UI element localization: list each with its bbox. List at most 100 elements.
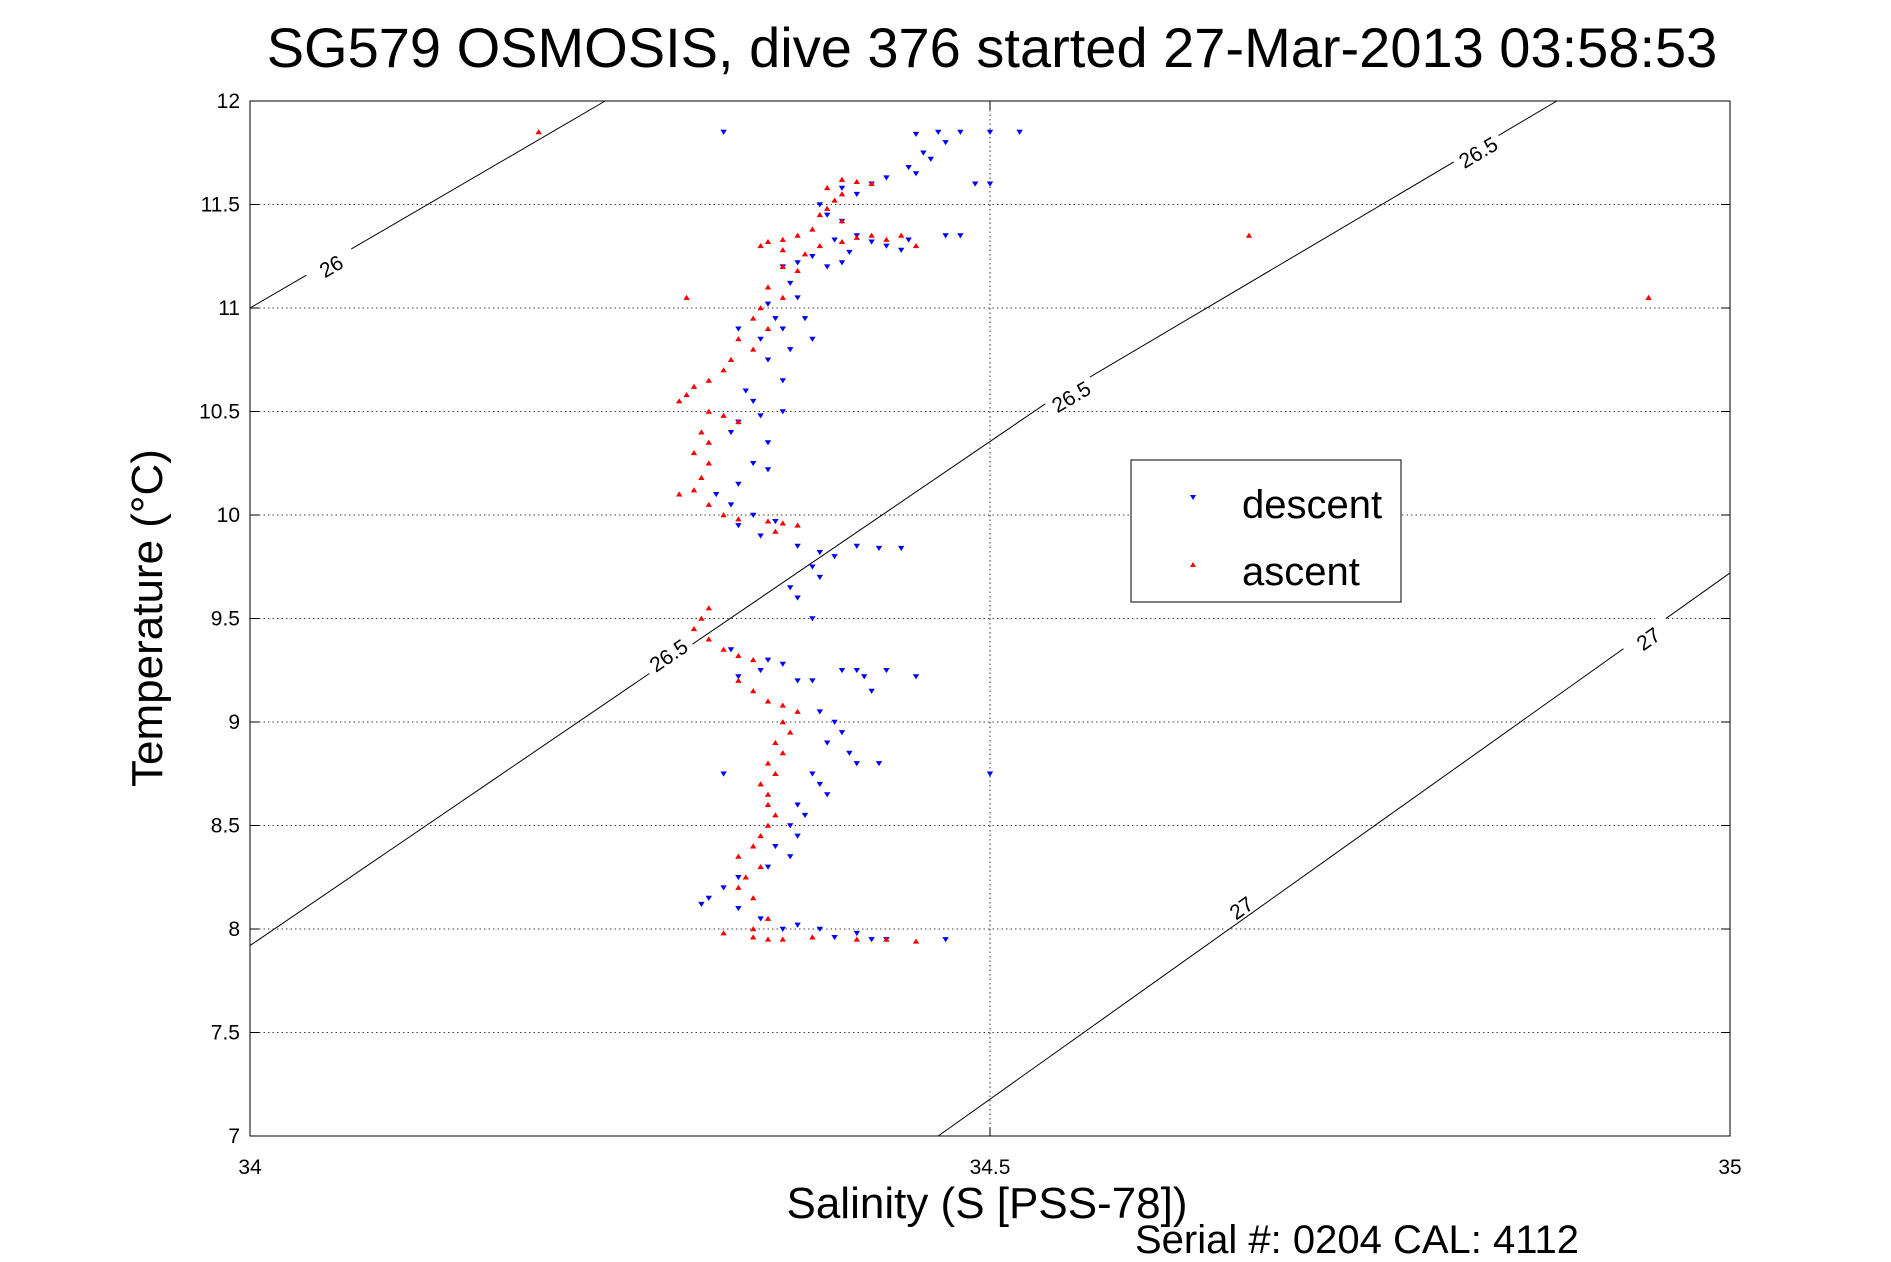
ascent-point — [683, 294, 690, 300]
descent-point — [757, 533, 764, 539]
descent-point — [742, 388, 749, 394]
descent-point — [794, 543, 801, 549]
ascent-point — [764, 936, 772, 942]
descent-point — [720, 885, 727, 891]
ascent-point — [735, 336, 742, 342]
ascent-point — [735, 652, 742, 658]
descent-point — [764, 467, 772, 473]
descent-point — [764, 357, 772, 363]
descent-point — [920, 150, 927, 156]
descent-point — [779, 326, 786, 332]
descent-point — [698, 901, 705, 908]
ascent-point — [764, 760, 772, 766]
ascent-point — [535, 129, 542, 135]
descent-point — [883, 668, 890, 674]
descent-point — [735, 674, 742, 680]
ascent-point — [735, 418, 742, 425]
contour-label-background — [1212, 882, 1269, 931]
ascent-point — [816, 243, 823, 249]
descent-point — [727, 429, 735, 436]
y-tick-label: 12 — [217, 90, 240, 113]
descent-point — [986, 771, 994, 777]
y-axis-label: Temperature (°C) — [123, 449, 172, 787]
descent-point — [912, 131, 920, 137]
ascent-point — [779, 247, 786, 253]
ascent-point — [779, 294, 786, 300]
ascent-point — [705, 501, 712, 507]
ascent-point — [779, 263, 786, 269]
ascent-point — [883, 936, 890, 942]
contour-label-background — [640, 630, 696, 678]
descent-point — [831, 554, 838, 560]
descent-point — [735, 523, 742, 529]
descent-point — [735, 906, 742, 912]
ascent-point — [735, 516, 742, 522]
descent-point — [809, 254, 816, 260]
contour-label-background — [302, 242, 359, 288]
legend-box — [1130, 459, 1402, 603]
y-tick-label: 9 — [228, 711, 240, 734]
descent-point — [942, 233, 949, 239]
ascent-point — [816, 211, 823, 218]
descent-point — [764, 864, 772, 870]
ascent-point — [750, 926, 757, 932]
descent-point — [935, 129, 942, 135]
descent-point — [816, 550, 823, 556]
ascent-point — [750, 315, 757, 321]
y-tick-label: 10 — [217, 504, 240, 527]
y-tick-label: 8 — [228, 918, 240, 941]
chart-title: SG579 OSMOSIS, dive 376 started 27-Mar-2… — [267, 16, 1718, 79]
ascent-point — [794, 232, 801, 238]
ascent-point — [794, 267, 801, 273]
descent-point — [705, 895, 712, 901]
descent-point — [757, 916, 764, 922]
ascent-point — [772, 739, 779, 745]
legend-ascent-marker — [1190, 562, 1196, 567]
ascent-point — [764, 518, 772, 524]
ascent-point — [705, 439, 712, 445]
ascent-point — [831, 197, 838, 203]
ascent-point — [735, 884, 742, 890]
descent-point — [750, 512, 757, 518]
ascent-point — [735, 677, 742, 683]
ascent-point — [779, 750, 786, 756]
descent-point — [809, 616, 816, 622]
descent-point — [942, 140, 949, 146]
descent-point — [735, 481, 742, 487]
ascent-point — [764, 801, 772, 808]
contour-label-background — [1042, 372, 1099, 418]
descent-point — [794, 922, 801, 928]
legend-descent-label: descent — [1242, 483, 1382, 527]
descent-point — [824, 792, 831, 798]
ascent-point — [794, 708, 801, 714]
descent-point — [816, 202, 823, 208]
ascent-point — [1245, 232, 1253, 238]
ascent-point — [764, 822, 772, 828]
ascent-point — [705, 636, 712, 642]
ascent-point — [757, 781, 764, 787]
ascent-point — [853, 178, 860, 184]
grid-lines — [250, 101, 1730, 1136]
descent-point — [898, 247, 905, 253]
descent-point — [883, 175, 890, 181]
ascent-point — [838, 238, 846, 244]
ascent-point — [757, 243, 764, 249]
serial-cal-footer: Serial #: 0204 CAL: 4112 — [1135, 1218, 1579, 1262]
ascent-point — [720, 412, 727, 418]
ascent-point — [1645, 294, 1652, 300]
ascent-point — [698, 615, 705, 621]
descent-point — [875, 761, 883, 767]
ascent-point — [764, 238, 772, 244]
ascent-point — [809, 934, 816, 940]
ascent-point — [868, 232, 875, 238]
descent-point — [1016, 129, 1023, 135]
ascent-point — [757, 864, 764, 870]
ascent-point — [720, 646, 727, 652]
descent-point — [868, 688, 875, 694]
descent-point — [816, 926, 823, 932]
ascent-point — [727, 356, 735, 362]
ascent-point — [757, 832, 764, 839]
ascent-point — [853, 234, 860, 240]
descent-point — [757, 336, 764, 342]
ascent-point — [698, 474, 705, 480]
